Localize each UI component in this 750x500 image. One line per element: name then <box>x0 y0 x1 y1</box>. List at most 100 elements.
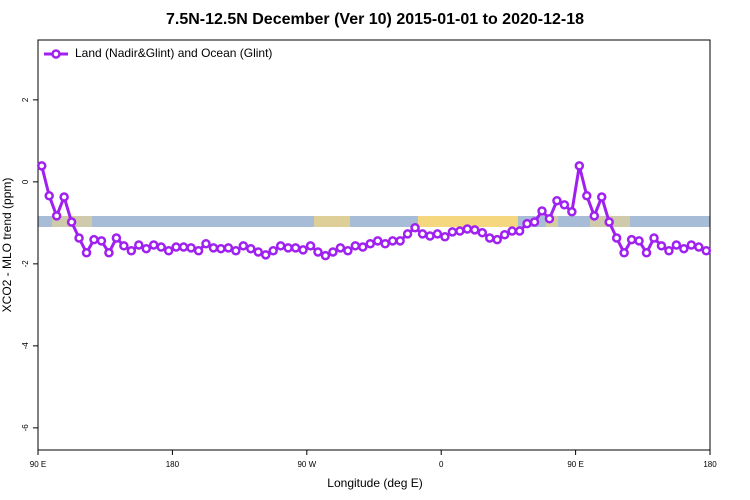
data-point <box>582 191 592 201</box>
data-point <box>268 245 278 256</box>
data-point <box>701 245 712 256</box>
data-point <box>440 232 450 242</box>
x-tick-label: 90 E <box>30 460 46 469</box>
data-point <box>574 161 585 171</box>
data-point <box>432 229 443 239</box>
data-point <box>656 241 667 251</box>
data-point <box>395 236 405 246</box>
data-point <box>171 242 181 252</box>
data-point <box>499 230 510 240</box>
data-point <box>417 229 428 239</box>
data-point <box>686 240 697 250</box>
data-point <box>350 241 361 251</box>
data-point <box>216 243 226 254</box>
chart-title: 7.5N-12.5N December (Ver 10) 2015-01-01 … <box>166 11 584 28</box>
data-point <box>679 243 689 254</box>
data-point <box>410 223 420 233</box>
y-tick-label: 2 <box>21 97 30 102</box>
y-tick-label: -4 <box>21 342 30 350</box>
data-point <box>134 240 144 250</box>
data-point <box>365 239 376 249</box>
data-point <box>208 243 219 253</box>
data-point <box>387 236 398 246</box>
data-point <box>163 245 174 256</box>
data-point <box>649 233 659 243</box>
data-point <box>567 207 577 217</box>
data-point <box>537 206 547 216</box>
data-point <box>604 217 614 227</box>
data-point <box>246 243 256 254</box>
data-point <box>231 245 241 256</box>
data-point <box>514 226 525 236</box>
data-point <box>559 200 570 210</box>
data-point <box>611 233 622 243</box>
data-point <box>343 245 353 256</box>
x-tick-label: 0 <box>439 460 444 469</box>
land-patch <box>418 216 518 227</box>
ocean-band <box>38 216 710 227</box>
data-point <box>223 243 234 253</box>
data-point <box>462 224 473 234</box>
data-point <box>111 233 122 243</box>
data-point <box>298 245 308 255</box>
y-axis-label: XCO2 - MLO trend (ppm) <box>0 178 14 313</box>
data-point <box>522 218 532 229</box>
legend-marker <box>51 49 61 59</box>
data-point <box>477 227 488 238</box>
data-point <box>664 245 674 256</box>
data-point <box>596 192 607 202</box>
data-point <box>89 234 99 245</box>
data-point <box>529 217 540 227</box>
data-point <box>402 229 413 239</box>
data-point <box>694 242 704 252</box>
data-point <box>193 245 204 256</box>
data-point <box>641 248 652 258</box>
data-point <box>290 243 301 253</box>
x-tick-label: 180 <box>703 460 717 469</box>
data-point <box>589 211 600 221</box>
data-point <box>59 192 69 202</box>
data-point <box>447 227 458 237</box>
data-point <box>283 243 293 253</box>
data-point <box>380 239 390 249</box>
data-point <box>238 241 249 251</box>
plot-frame <box>37 39 711 451</box>
data-point <box>544 214 555 224</box>
data-point <box>671 240 682 250</box>
data-point <box>148 240 159 250</box>
data-point <box>320 250 331 261</box>
data-point <box>66 217 77 227</box>
data-point <box>328 247 338 257</box>
data-point <box>425 231 435 241</box>
data-point <box>201 239 211 249</box>
data-point <box>178 242 189 252</box>
data-point <box>96 236 107 246</box>
y-tick-label: 0 <box>21 179 30 184</box>
x-axis-label: Longitude (deg E) <box>327 476 422 490</box>
data-point <box>507 226 517 236</box>
data-point <box>626 234 637 245</box>
data-point <box>141 243 152 254</box>
data-point <box>634 236 644 246</box>
y-tick-label: -2 <box>21 260 30 268</box>
data-point <box>36 161 47 171</box>
data-point <box>484 233 495 243</box>
data-point <box>455 226 465 236</box>
data-point <box>492 234 502 245</box>
data-point <box>470 225 480 235</box>
legend-label: Land (Nadir&Glint) and Ocean (Glint) <box>75 46 272 60</box>
data-point <box>253 247 264 257</box>
data-point <box>81 248 92 258</box>
land-patch <box>314 216 350 227</box>
data-point <box>104 248 114 258</box>
data-point <box>119 241 129 251</box>
data-point <box>552 195 562 206</box>
data-point <box>372 236 383 246</box>
x-tick-label: 180 <box>166 460 180 469</box>
data-point <box>126 245 137 256</box>
data-point <box>305 241 316 251</box>
data-point <box>44 191 54 201</box>
x-tick-label: 90 E <box>567 460 583 469</box>
y-tick-label: -6 <box>21 424 30 432</box>
